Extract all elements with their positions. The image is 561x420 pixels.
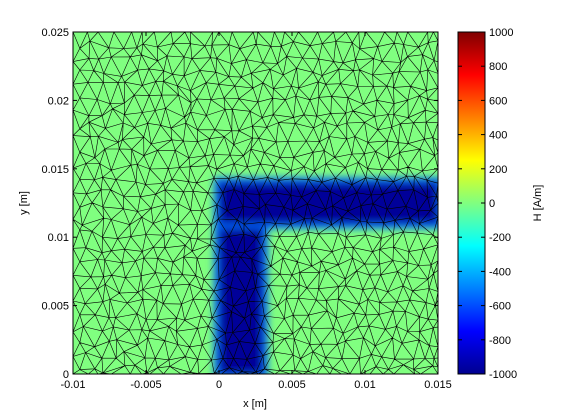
y-tick-label: 0.01 [48,232,69,244]
y-tick-label: 0.005 [41,301,69,313]
colorbar-tick-label: -400 [489,266,511,278]
x-tick-label: -0.005 [130,379,161,391]
colorbar-tick-label: 0 [489,198,495,210]
plot-area: -0.01 -0.005 0 0.005 0.01 0.015 0 0.005 0.01 0.0… [18,27,452,410]
x-tick-label: 0.015 [424,379,452,391]
y-axis-label: y [m] [18,191,30,215]
y-tick-label: 0 [63,369,69,381]
colorbar-tick-label: 600 [489,95,507,107]
colorbar-tick-label: -1000 [489,369,517,381]
colorbar-tick-label: 200 [489,164,507,176]
x-axis-ticks: -0.01 -0.005 0 0.005 0.01 0.015 [60,32,452,391]
field-colormap [73,32,438,374]
x-tick-label: -0.01 [60,379,85,391]
y-tick-label: 0.015 [41,164,69,176]
y-axis-ticks: 0 0.005 0.01 0.015 0.02 0.025 [41,27,438,381]
colorbar-label: H [A/m] [532,185,544,222]
colorbar-tick-label: -800 [489,335,511,347]
y-tick-label: 0.02 [48,95,69,107]
colorbar-tick-label: -600 [489,301,511,313]
colorbar-tick-label: 800 [489,61,507,73]
triangle-mesh [73,32,438,374]
colorbar-tick-label: 400 [489,130,507,142]
mesh-edges [73,32,438,374]
y-tick-label: 0.025 [41,27,69,39]
x-tick-label: 0.005 [278,379,306,391]
colorbar-ticks: -1000 -800 -600 -400 -200 0 200 400 600 800 1000 [458,27,517,381]
x-tick-label: 0 [216,379,222,391]
colorbar-tick-label: -200 [489,232,511,244]
colorbar-tick-label: 1000 [489,27,513,39]
x-tick-label: 0.01 [354,379,375,391]
colorbar: -1000 -800 -600 -400 -200 0 200 400 600 800 1000 H… [457,27,544,381]
plot-frame [72,31,439,375]
colorbar-gradient [457,31,486,375]
x-axis-label: x [m] [243,398,267,410]
